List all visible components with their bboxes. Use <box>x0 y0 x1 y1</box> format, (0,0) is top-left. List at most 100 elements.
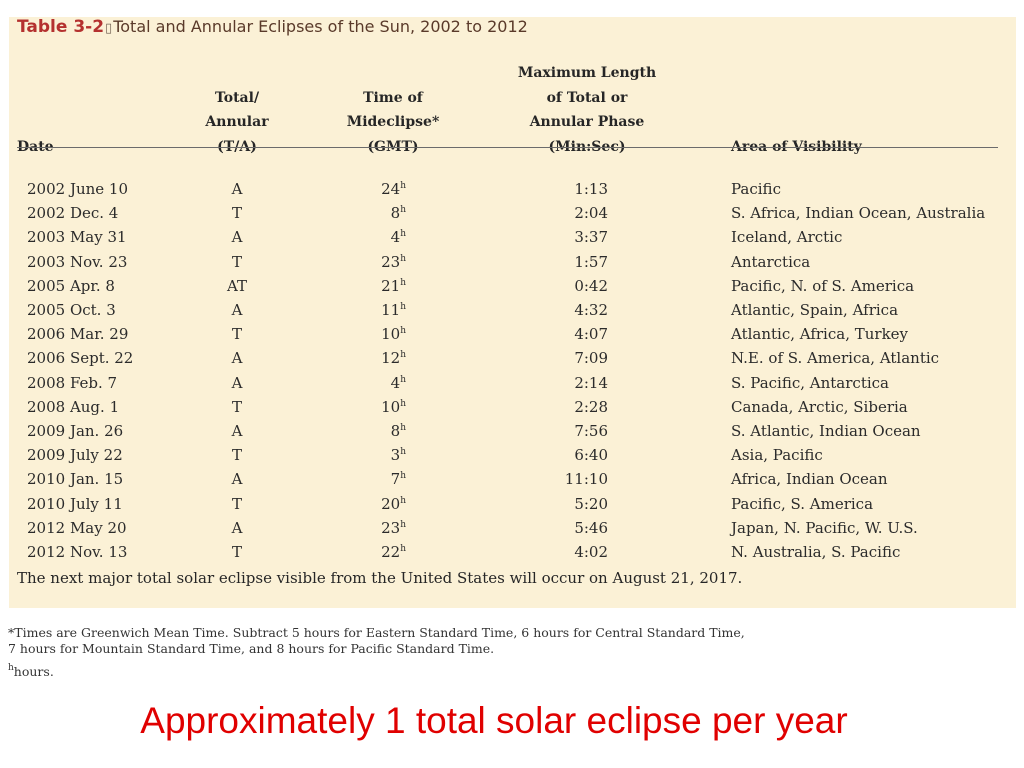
cell-time: 8h <box>330 421 406 441</box>
cell-type: T <box>231 252 242 271</box>
cell-type: A <box>231 301 243 319</box>
cell-type: T <box>231 446 242 465</box>
cell-time: 4h <box>330 227 406 247</box>
cell-date: 2003 May 31 <box>27 228 127 247</box>
cell-date: 2005 Oct. 3 <box>27 301 116 319</box>
cell-length: 2:04 <box>574 204 608 223</box>
cell-time: 23h <box>330 518 406 538</box>
cell-date: 2006 Mar. 29 <box>27 325 129 344</box>
cell-date: 2012 Nov. 13 <box>27 543 128 561</box>
hour-superscript: h <box>400 253 406 264</box>
cell-area: N.E. of S. America, Atlantic <box>731 349 940 368</box>
hour-superscript: h <box>400 181 406 191</box>
cell-date: 2006 Sept. 22 <box>27 349 134 368</box>
hour-superscript: h <box>400 277 406 288</box>
cell-length: 1:57 <box>574 252 608 271</box>
time-value: 21 <box>381 276 401 295</box>
table-caption: Table 3-2▯Total and Annular Eclipses of … <box>17 17 528 37</box>
header-date: Date <box>17 135 137 160</box>
table-panel <box>9 17 1016 608</box>
cell-time: 12h <box>330 348 406 368</box>
cell-type: T <box>231 397 242 416</box>
header-length: Maximum Length of Total or Annular Phase (M… <box>507 61 667 159</box>
cell-length: 3:37 <box>574 228 608 247</box>
cell-length: 5:46 <box>574 518 608 537</box>
cell-length: 4:02 <box>574 543 608 561</box>
cell-date: 2008 Feb. 7 <box>27 373 118 392</box>
hours-footnote: hhours. <box>8 664 54 680</box>
hour-superscript: h <box>400 544 406 554</box>
cell-type: A <box>231 470 243 489</box>
cell-time: 4h <box>330 373 406 393</box>
cell-length: 4:07 <box>574 325 608 344</box>
cell-time: 20h <box>330 494 406 514</box>
hour-superscript: h <box>400 229 406 240</box>
cell-time: 3h <box>330 445 406 465</box>
time-value: 3 <box>390 446 401 465</box>
cell-date: 2010 Jan. 15 <box>27 470 124 489</box>
cell-area: N. Australia, S. Pacific <box>731 543 901 561</box>
cell-date: 2002 June 10 <box>27 180 129 198</box>
cell-length: 4:32 <box>574 301 608 319</box>
cell-length: 2:28 <box>574 397 608 416</box>
cell-time: 21h <box>330 276 406 296</box>
cell-area: S. Atlantic, Indian Ocean <box>731 422 921 440</box>
cell-time: 8h <box>330 203 406 223</box>
cell-type: A <box>231 518 243 537</box>
hour-superscript: h <box>400 374 406 385</box>
cell-time: 22h <box>330 542 406 562</box>
table-label: Table 3-2 <box>17 17 105 37</box>
cell-type: T <box>231 325 242 344</box>
cell-area: Japan, N. Pacific, W. U.S. <box>731 518 918 537</box>
cell-type: A <box>231 422 243 440</box>
cell-time: 10h <box>330 324 406 344</box>
cell-time: 23h <box>330 252 406 272</box>
time-value: 23 <box>381 252 401 271</box>
cell-type: A <box>231 180 243 198</box>
header-type: Total/Annular (T/A) <box>187 86 287 160</box>
hour-superscript: h <box>400 447 406 458</box>
time-value: 8 <box>390 422 401 440</box>
table-title: Total and Annular Eclipses of the Sun, 2… <box>113 17 528 36</box>
header-area-line: Area of Visibility <box>731 138 862 155</box>
header-time: Time of Mideclipse* (GMT) <box>323 86 463 160</box>
cell-area: Atlantic, Africa, Turkey <box>731 325 909 344</box>
cell-type: A <box>231 373 243 392</box>
time-value: 10 <box>381 397 401 416</box>
cell-area: Pacific, S. America <box>731 494 874 513</box>
cell-type: A <box>231 349 243 368</box>
time-value: 11 <box>381 301 401 319</box>
header-type-line: (T/A) <box>217 138 257 155</box>
header-date-line: Date <box>17 138 54 155</box>
cell-date: 2002 Dec. 4 <box>27 204 119 223</box>
time-value: 23 <box>381 518 401 537</box>
cell-area: Canada, Arctic, Siberia <box>731 397 908 416</box>
header-time-line: Mideclipse* <box>346 114 440 130</box>
cell-type: T <box>231 204 242 223</box>
cell-area: Antarctica <box>731 252 811 271</box>
hour-superscript: h <box>400 205 406 216</box>
cell-time: 10h <box>330 397 406 417</box>
cell-area: S. Pacific, Antarctica <box>731 373 889 392</box>
cell-area: Asia, Pacific <box>731 446 823 465</box>
cell-area: Atlantic, Spain, Africa <box>731 301 899 319</box>
cell-area: Iceland, Arctic <box>731 228 843 247</box>
cell-date: 2012 May 20 <box>27 518 127 537</box>
header-rule <box>17 147 998 148</box>
cell-time: 11h <box>330 300 406 320</box>
footnote-line-1: *Times are Greenwich Mean Time. Subtract… <box>8 625 745 640</box>
time-value: 4 <box>390 373 401 392</box>
hour-superscript: h <box>400 519 406 530</box>
time-value: 7 <box>390 470 401 489</box>
cell-time: 7h <box>330 469 406 489</box>
cell-length: 7:09 <box>574 349 608 368</box>
hour-superscript: h <box>400 495 406 506</box>
header-time-line: (GMT) <box>367 138 419 155</box>
time-value: 22 <box>381 543 401 561</box>
header-length-line: (Min:Sec) <box>548 138 626 155</box>
cell-length: 0:42 <box>574 276 608 295</box>
cell-date: 2003 Nov. 23 <box>27 252 128 271</box>
hour-superscript: h <box>400 423 406 433</box>
hours-footnote-sup: h <box>8 663 14 673</box>
hour-superscript: h <box>400 471 406 482</box>
